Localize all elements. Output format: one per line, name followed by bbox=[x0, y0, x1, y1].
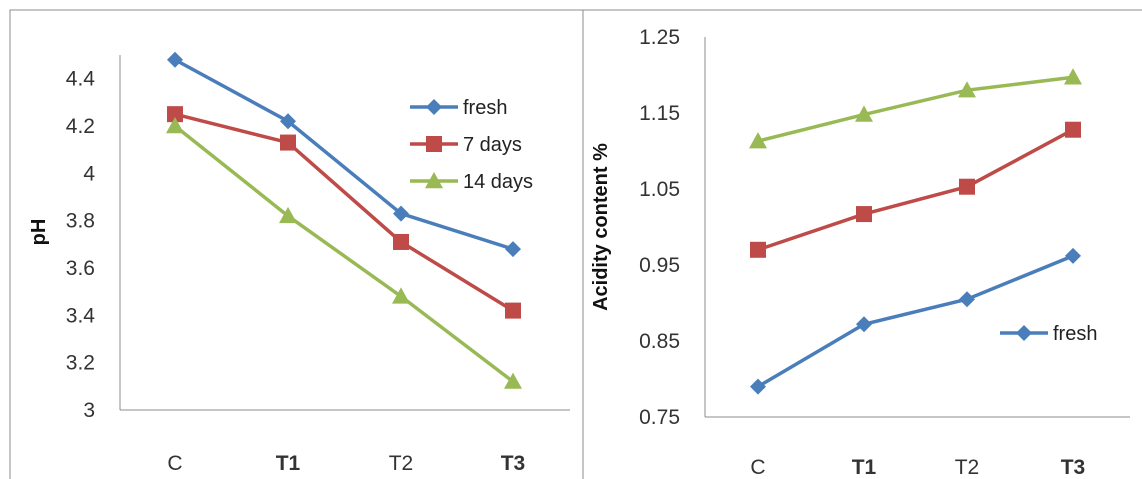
x-tick-label: T3 bbox=[1061, 456, 1086, 479]
data-point bbox=[959, 178, 975, 195]
x-tick-label: T3 bbox=[501, 452, 526, 475]
series-line bbox=[174, 58, 514, 251]
data-point bbox=[393, 233, 409, 250]
data-point bbox=[750, 378, 766, 395]
y-tick-label: 1.25 bbox=[639, 26, 680, 49]
y-tick-label: 1.05 bbox=[639, 178, 680, 201]
data-point bbox=[1064, 68, 1082, 85]
x-tick-label: T1 bbox=[276, 452, 301, 475]
y-tick-label: 4.4 bbox=[66, 68, 96, 91]
y-axis-label: Acidity content % bbox=[590, 143, 612, 311]
legend-swatch-marker bbox=[1016, 325, 1032, 341]
legend-label: fresh bbox=[1053, 323, 1097, 345]
data-point bbox=[749, 132, 767, 149]
y-axis-label: pH bbox=[28, 219, 50, 246]
legend-swatch-marker bbox=[426, 136, 442, 152]
series-line bbox=[757, 75, 1074, 143]
x-tick-label: T2 bbox=[389, 452, 414, 475]
data-point bbox=[505, 241, 521, 258]
x-tick-label: C bbox=[750, 456, 765, 479]
data-point bbox=[167, 106, 183, 123]
data-point bbox=[392, 287, 410, 304]
y-tick-label: 0.75 bbox=[639, 406, 680, 429]
data-point bbox=[393, 205, 409, 222]
ph-chart: 3 3.2 3.4 3.6 3.8 4 4.2 4.4 pH C T1 T2 T3 fresh 7 days… bbox=[28, 51, 570, 475]
data-point bbox=[279, 206, 297, 224]
legend-swatch-marker bbox=[425, 172, 443, 189]
x-tick-label: C bbox=[167, 452, 182, 475]
chart-frame-acidity bbox=[582, 9, 1142, 479]
data-point bbox=[280, 134, 296, 151]
data-point bbox=[1065, 247, 1081, 264]
legend-label: 7 days bbox=[463, 134, 522, 156]
data-point bbox=[167, 51, 183, 68]
x-tick-label: T1 bbox=[852, 456, 877, 479]
data-point bbox=[959, 291, 975, 308]
data-point bbox=[856, 206, 872, 223]
series-line bbox=[757, 254, 1074, 389]
acidity-chart: 0.75 0.85 0.95 1.05 1.15 1.25 Acidity content … bbox=[590, 26, 1130, 479]
data-point bbox=[504, 372, 522, 389]
data-point bbox=[280, 113, 296, 130]
x-tick-label: T2 bbox=[955, 456, 980, 479]
y-tick-label: 3.4 bbox=[66, 304, 96, 327]
data-point bbox=[856, 316, 872, 333]
y-tick-label: 4.2 bbox=[66, 115, 95, 138]
legend-label: 14 days bbox=[463, 171, 533, 193]
data-point bbox=[958, 81, 976, 98]
y-tick-label: 4 bbox=[83, 162, 95, 185]
data-point bbox=[855, 105, 873, 122]
legend-swatch-marker bbox=[426, 99, 442, 115]
data-point bbox=[1065, 121, 1081, 138]
data-point bbox=[166, 117, 184, 134]
series-line bbox=[174, 112, 514, 313]
y-tick-label: 0.95 bbox=[639, 254, 680, 277]
data-point bbox=[505, 302, 521, 319]
y-tick-label: 3.8 bbox=[66, 210, 95, 233]
y-tick-label: 3 bbox=[83, 399, 95, 422]
series-line bbox=[757, 128, 1074, 252]
data-point bbox=[750, 241, 766, 258]
legend-label: fresh bbox=[463, 97, 507, 119]
y-tick-label: 1.15 bbox=[639, 102, 680, 125]
y-tick-label: 3.6 bbox=[66, 257, 95, 280]
series-line bbox=[173, 124, 515, 383]
y-tick-label: 3.2 bbox=[66, 352, 95, 375]
y-tick-label: 0.85 bbox=[639, 330, 680, 353]
